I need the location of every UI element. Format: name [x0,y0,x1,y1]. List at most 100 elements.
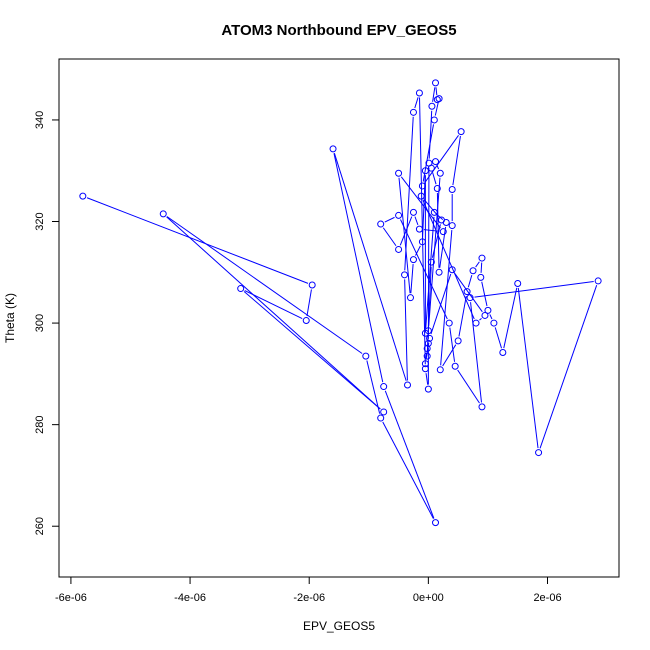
series-line-segment [440,230,453,366]
data-point [463,288,471,296]
data-point [395,245,403,253]
series-line-segment [517,287,539,449]
series-line-segment [414,216,419,226]
series-line-segment [452,135,461,186]
series-line-segment [439,226,447,268]
data-point [437,216,445,224]
data-point [466,294,474,302]
data-point [237,285,245,293]
series-line-segment [480,262,483,273]
data-point [362,352,370,360]
series-line-segment [503,287,518,349]
series-line-segment [243,291,381,410]
x-tick-label: -4e-06 [174,592,206,604]
series-line-segment [404,279,408,381]
series-layer [79,79,602,527]
data-point [430,208,438,216]
series-line-segment [434,102,439,116]
series-line-segment [454,273,483,313]
series-line-segment [404,116,414,271]
x-tick-label: -2e-06 [293,592,325,604]
data-point [395,211,403,219]
x-tick-label: 0e+00 [413,592,444,604]
series-line-segment [432,172,437,185]
data-point [430,116,438,124]
series-line-segment [384,216,395,223]
data-point [380,383,388,391]
data-point [377,220,385,228]
series-line-segment [399,216,413,246]
data-point [432,158,440,166]
y-tick-label: 260 [34,517,46,535]
data-point [478,254,486,262]
data-point [436,366,444,374]
series-line-segment [449,327,456,362]
x-tick-label: -6e-06 [55,592,87,604]
data-point [401,271,409,279]
data-point [415,89,423,97]
data-point [427,258,435,266]
data-point [428,102,436,110]
data-point [79,192,87,200]
data-point [481,311,489,319]
data-point [302,317,310,325]
series-line-segment [382,227,397,247]
series-line-segment [384,390,435,519]
plot-area-frame [58,58,620,578]
data-point [535,449,543,457]
data-point [432,519,440,527]
data-point [457,128,465,136]
data-point [445,319,453,327]
data-point [406,294,414,302]
data-point [409,256,417,264]
data-point [477,273,485,281]
data-point [435,268,443,276]
data-point [418,182,426,190]
data-point [409,208,417,216]
data-point [478,403,486,411]
data-point [436,169,444,177]
data-point [424,385,432,393]
chart-title: ATOM3 Northbound EPV_GEOS5 [221,22,456,39]
data-point [418,238,426,246]
data-point [423,344,431,352]
series-line-segment [432,87,436,102]
series-line-segment [425,216,435,329]
series-line-segment [427,167,430,339]
series-line-segment [457,369,480,404]
series-line-segment [410,264,414,294]
data-point [490,319,498,327]
data-point [454,337,462,345]
data-point [377,414,385,422]
series-line-segment [475,261,480,268]
data-point [472,319,480,327]
series-line-segment [458,295,467,337]
data-point [448,222,456,230]
series-line-segment [425,373,429,385]
series-line-segment [86,197,309,284]
series-line-segment [494,327,503,349]
data-point [514,279,522,287]
series-line-segment [467,274,473,288]
series-line-segment [425,352,428,360]
x-axis: -6e-06 -4e-06 -2e-06 0e+00 2e-06 [55,576,562,604]
series-line-segment [489,314,493,320]
data-point [499,349,507,357]
series-line-segment [481,281,488,307]
data-point [421,365,429,373]
series-line-segment [423,199,439,217]
series-line-segment [366,360,381,414]
series-line-segment [431,224,441,258]
series-line-segment [474,281,594,298]
data-point [159,210,167,218]
data-point [435,95,443,103]
y-tick-label: 300 [34,314,46,332]
data-point [423,352,431,360]
series-line-segment [414,97,419,109]
y-axis: 260 280 300 320 340 [34,111,60,535]
series-line-segment [424,134,459,183]
data-point [395,169,403,177]
data-point [432,79,440,87]
series-line-segment [539,285,598,449]
